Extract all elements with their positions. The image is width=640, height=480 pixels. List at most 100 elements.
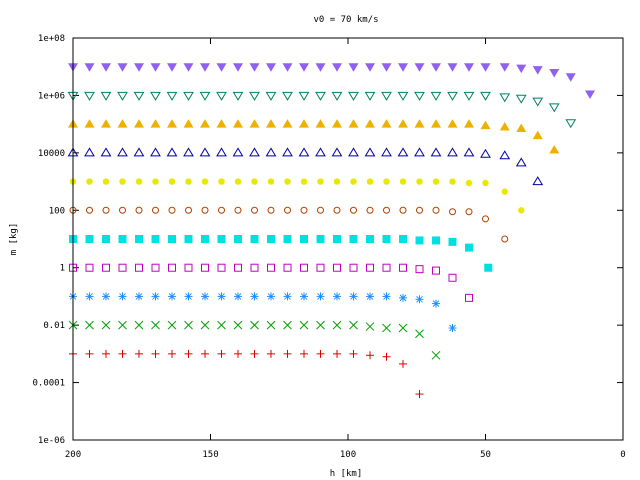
data-point (317, 178, 324, 185)
data-point (85, 292, 94, 301)
data-point (333, 263, 341, 272)
data-point (234, 178, 242, 185)
data-point (118, 349, 127, 358)
data-point (152, 206, 159, 214)
data-point (431, 63, 441, 72)
data-point (183, 119, 194, 128)
data-point (432, 266, 440, 275)
data-point (185, 178, 192, 185)
data-point (118, 292, 127, 301)
data-points (67, 63, 595, 399)
data-point (101, 320, 111, 330)
data-point (399, 178, 407, 185)
data-point (249, 119, 260, 128)
data-point (331, 147, 343, 157)
data-point (300, 235, 308, 243)
data-point (168, 235, 176, 243)
data-point (184, 292, 193, 301)
data-point (484, 263, 493, 272)
data-point (464, 63, 474, 72)
data-point (117, 147, 128, 157)
data-point (516, 123, 527, 132)
data-point (266, 119, 276, 128)
data-point (549, 68, 560, 78)
data-point (350, 206, 357, 214)
data-point (532, 176, 544, 186)
data-point (102, 292, 110, 301)
data-point (135, 206, 143, 214)
data-point (267, 349, 275, 358)
data-point (298, 91, 310, 101)
data-point (415, 329, 424, 339)
data-point (233, 320, 243, 330)
data-point (85, 235, 94, 243)
data-point (501, 235, 509, 243)
data-point (102, 178, 110, 185)
data-point (565, 73, 576, 82)
data-point (398, 63, 408, 72)
data-point (118, 320, 127, 330)
data-point (151, 349, 160, 358)
data-point (150, 63, 161, 72)
data-point (548, 103, 560, 113)
data-point (168, 263, 176, 272)
data-point (118, 235, 127, 243)
data-point (465, 179, 473, 187)
data-point (300, 292, 308, 301)
data-point (315, 147, 326, 157)
data-point (117, 91, 128, 101)
data-point (233, 119, 243, 128)
data-point (585, 90, 595, 99)
data-point (102, 263, 110, 272)
data-point (480, 91, 491, 101)
data-point (135, 178, 143, 185)
data-point (463, 91, 475, 101)
data-point (200, 63, 210, 72)
data-point (217, 263, 226, 272)
data-point (282, 63, 293, 72)
data-point (332, 320, 342, 330)
y-tick-label: 1e+08 (38, 34, 65, 44)
data-point (448, 324, 457, 333)
data-point (168, 292, 176, 301)
data-point (166, 91, 178, 101)
data-point (430, 91, 442, 101)
data-point (415, 295, 424, 304)
y-tick-label: 1 (60, 264, 65, 274)
data-point (299, 63, 309, 72)
data-point (447, 63, 458, 72)
data-point (399, 206, 407, 214)
data-point (415, 236, 424, 245)
data-point (233, 63, 243, 72)
y-tick-label: 10000 (38, 149, 65, 159)
y-tick-label: 100 (49, 206, 65, 216)
data-point (350, 178, 357, 185)
data-point (416, 178, 423, 185)
data-point (332, 63, 342, 72)
data-point (333, 178, 341, 185)
x-tick-label: 150 (202, 450, 218, 460)
data-point (201, 235, 209, 243)
data-point (431, 119, 441, 128)
data-point (333, 349, 341, 358)
data-point (101, 119, 111, 128)
data-point (184, 320, 193, 330)
data-point (348, 63, 359, 72)
y-axis-label: m [kg] (9, 223, 19, 256)
data-point (432, 299, 440, 308)
data-point (134, 320, 144, 330)
data-point (317, 206, 324, 214)
data-point (499, 150, 511, 160)
data-point (431, 350, 441, 360)
data-point (101, 63, 111, 72)
data-point (199, 91, 211, 101)
data-point (399, 235, 407, 243)
data-point (250, 263, 259, 272)
data-point (267, 235, 275, 243)
data-point (300, 206, 308, 214)
data-point (381, 63, 392, 72)
data-point (447, 147, 458, 157)
data-point (119, 206, 126, 214)
data-point (366, 235, 374, 243)
data-point (315, 119, 326, 128)
